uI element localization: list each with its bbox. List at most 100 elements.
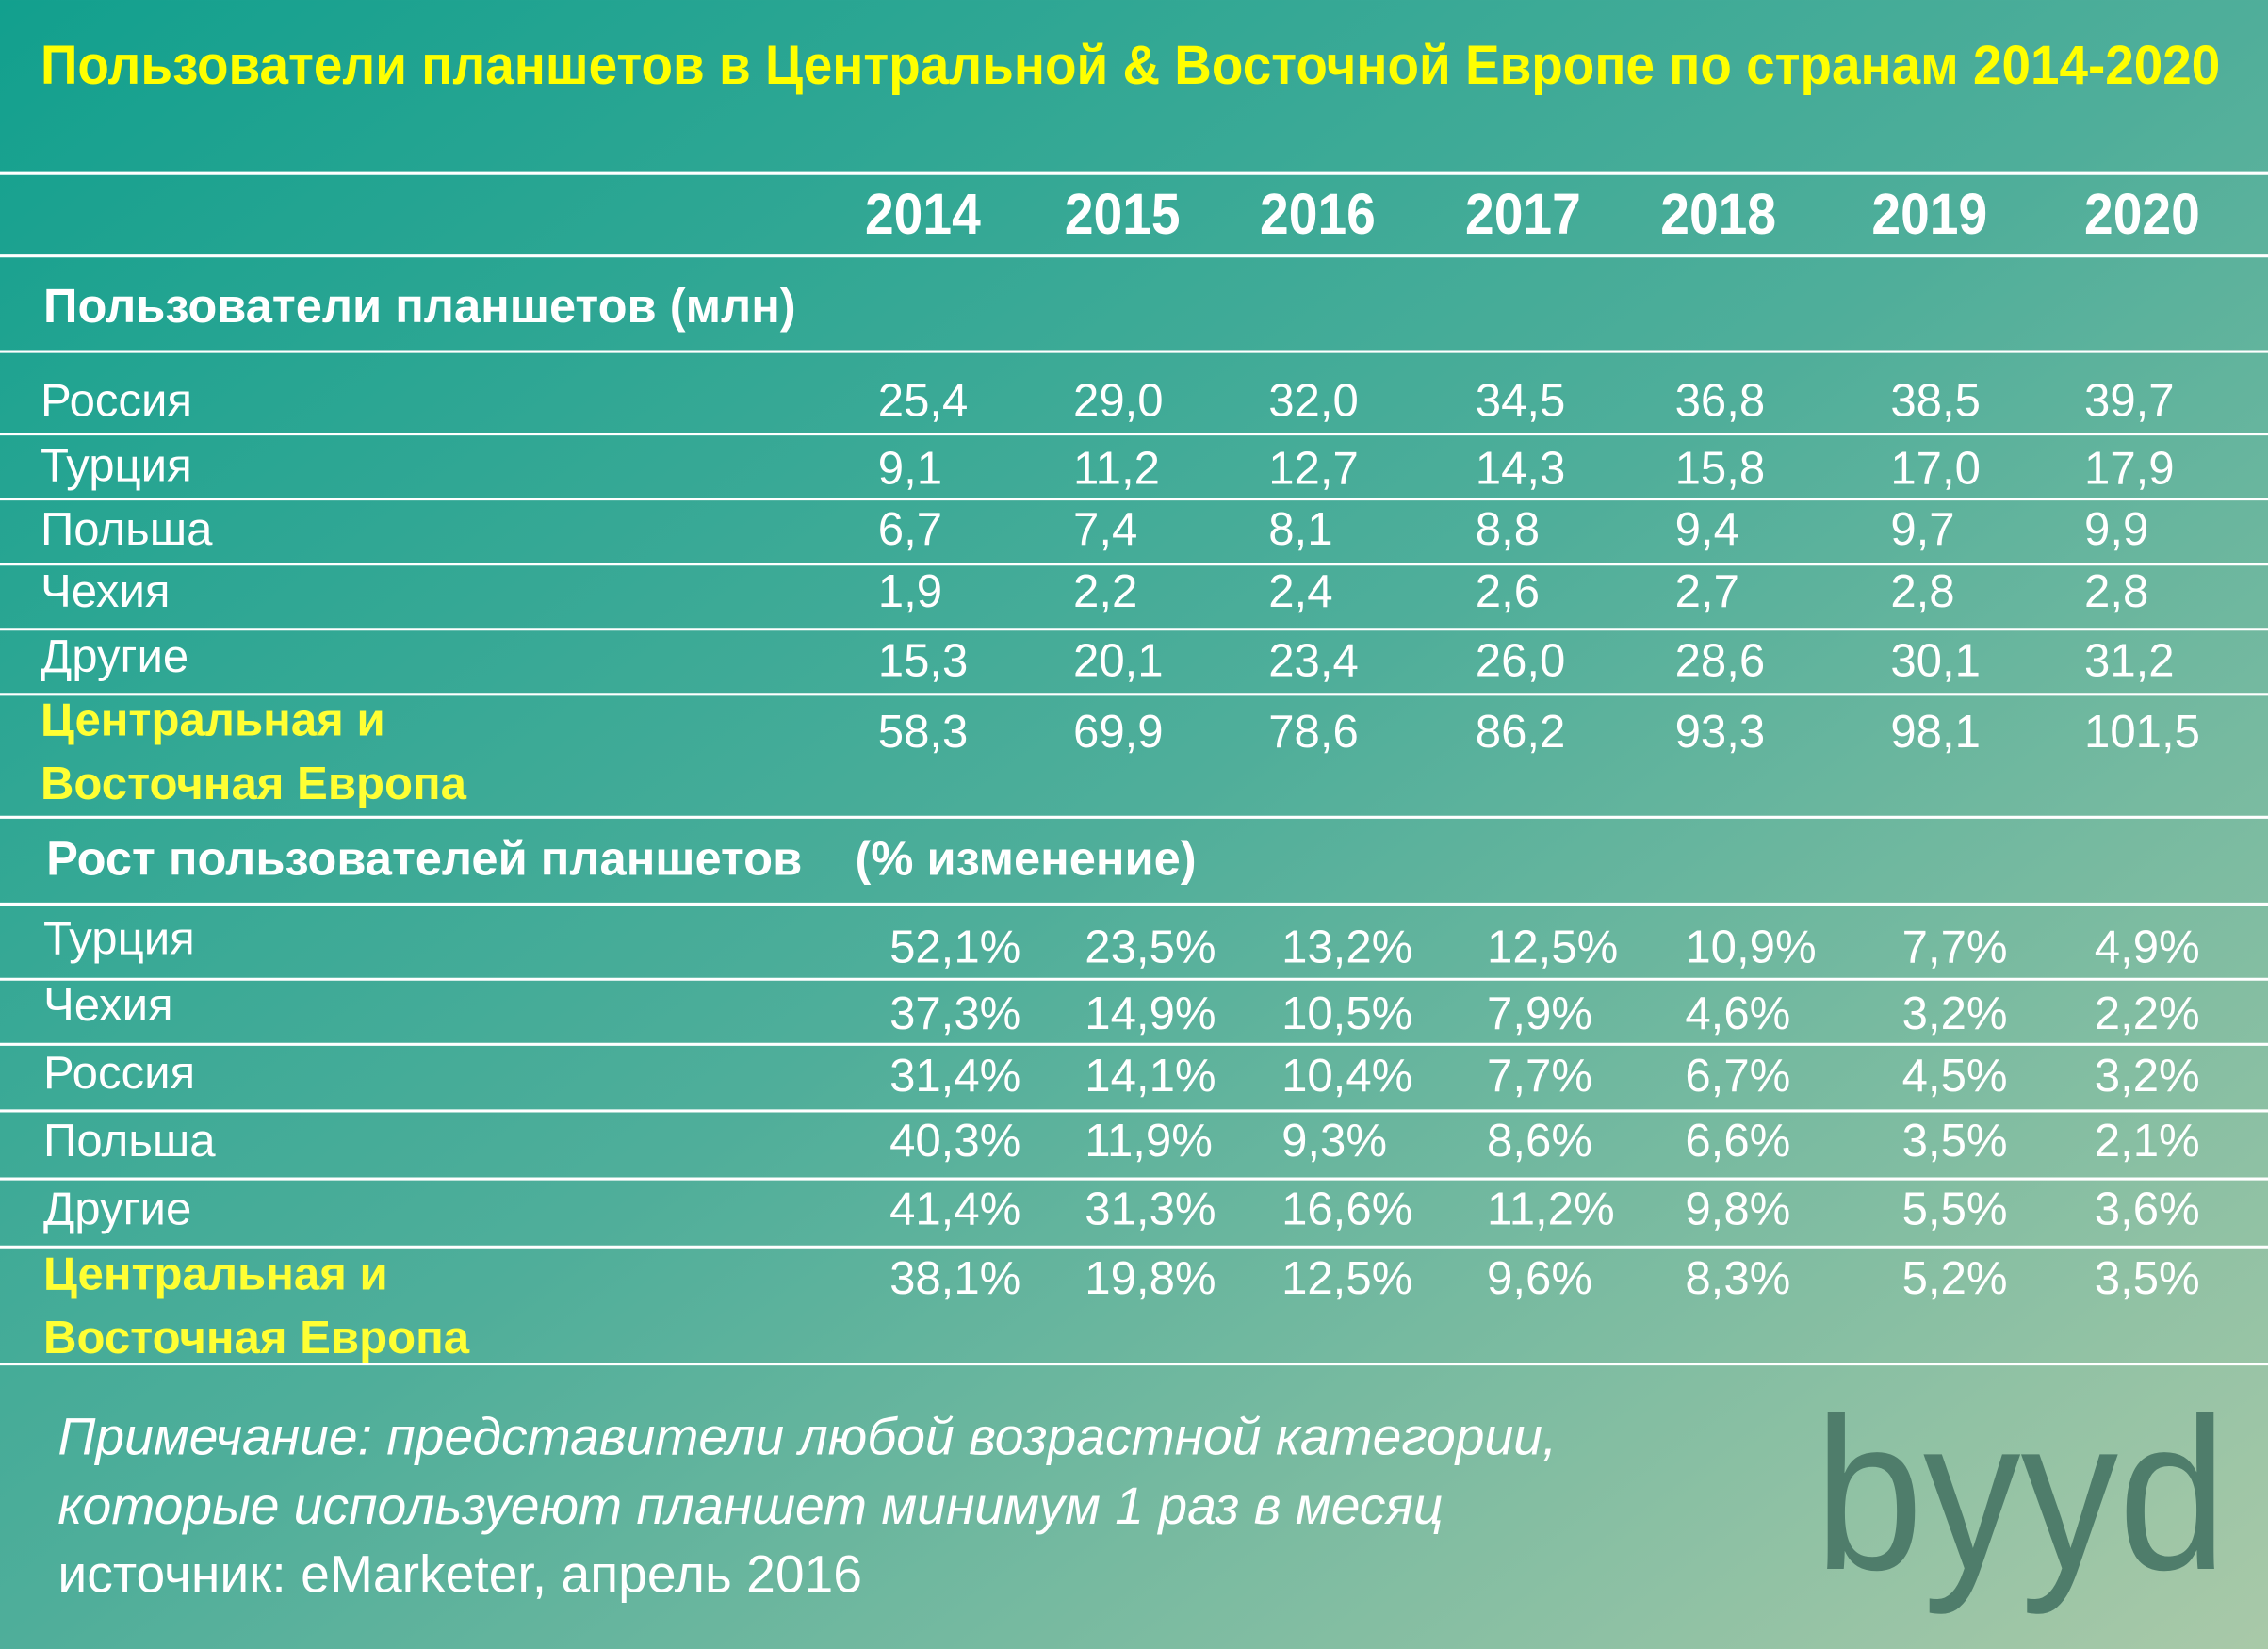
title: Пользователи планшетов в Центральной & В… (41, 35, 2220, 96)
cell-value: 32,0 (1268, 375, 1359, 426)
cell-value: 9,7 (1890, 504, 1954, 555)
cell-value: 11,2 (1073, 443, 1160, 494)
cell-value: 15,8 (1675, 443, 1766, 494)
cell-value: 7,7% (1902, 922, 2008, 973)
cell-value: 7,4 (1073, 504, 1137, 555)
cell-value: 2,1% (2095, 1116, 2200, 1167)
logo: byyd (1815, 1373, 2227, 1615)
year-header: 2017 (1465, 182, 1581, 247)
cell-value: 2,6 (1476, 566, 1540, 617)
note-line: которые используеют планшет минимум 1 ра… (57, 1477, 1443, 1535)
cell-value: 37,3% (889, 988, 1020, 1039)
cell-value: 23,4 (1268, 636, 1359, 687)
cell-value: 9,6% (1487, 1253, 1592, 1304)
cell-value: 7,9% (1487, 988, 1592, 1039)
cell-value: 9,9 (2084, 504, 2148, 555)
cell-value: 23,5% (1085, 922, 1216, 973)
row-label-line: Центральная и (43, 1249, 388, 1299)
row-label: Польша (41, 504, 213, 555)
row-label-line: Восточная Европа (43, 1313, 470, 1363)
cell-value: 39,7 (2084, 375, 2175, 426)
cell-value: 17,0 (1890, 443, 1981, 494)
row-label: Чехия (43, 980, 173, 1031)
row-label-line: Восточная Европа (41, 759, 467, 809)
cell-value: 8,1 (1268, 504, 1332, 555)
cell-value: 41,4% (889, 1184, 1020, 1234)
cell-value: 12,5% (1487, 922, 1618, 973)
row-label: Центральная и Восточная Европа (43, 1249, 470, 1363)
cell-value: 5,5% (1902, 1184, 2008, 1234)
cell-value: 5,2% (1902, 1253, 2008, 1304)
cell-value: 98,1 (1890, 707, 1981, 758)
cell-value: 17,9 (2084, 443, 2175, 494)
cell-value: 12,5% (1281, 1253, 1412, 1304)
cell-value: 9,3% (1281, 1116, 1387, 1167)
cell-value: 11,9% (1085, 1116, 1213, 1167)
year-header: 2015 (1065, 182, 1181, 247)
cell-value: 38,1% (889, 1253, 1020, 1304)
cell-value: 14,9% (1085, 988, 1216, 1039)
cell-value: 19,8% (1085, 1253, 1216, 1304)
cell-value: 6,7% (1685, 1051, 1790, 1102)
cell-value: 26,0 (1476, 636, 1566, 687)
section-heading: Пользователи планшетов (млн) (43, 279, 796, 333)
cell-value: 28,6 (1675, 636, 1766, 687)
row-label: Польша (43, 1116, 216, 1167)
note-line: Примечание: представители любой возрастн… (57, 1408, 1557, 1466)
cell-value: 8,6% (1487, 1116, 1592, 1167)
cell-value: 2,4 (1268, 566, 1332, 617)
cell-value: 10,9% (1685, 922, 1816, 973)
cell-value: 3,5% (2095, 1253, 2200, 1304)
cell-value: 14,1% (1085, 1051, 1216, 1102)
cell-value: 86,2 (1476, 707, 1566, 758)
row-label: Турция (43, 913, 195, 964)
cell-value: 25,4 (878, 375, 969, 426)
cell-value: 101,5 (2084, 707, 2200, 758)
cell-value: 20,1 (1073, 636, 1164, 687)
cell-value: 14,3 (1476, 443, 1566, 494)
source: источник: eMarketer, апрель 2016 (57, 1544, 862, 1603)
cell-value: 13,2% (1281, 922, 1412, 973)
cell-value: 4,6% (1685, 988, 1790, 1039)
cell-value: 2,8 (1890, 566, 1954, 617)
cell-value: 6,7 (878, 504, 942, 555)
row-label: Другие (43, 1184, 191, 1234)
cell-value: 9,4 (1675, 504, 1739, 555)
cell-value: 6,6% (1685, 1116, 1790, 1167)
row-label: Турция (41, 440, 192, 491)
cell-value: 40,3% (889, 1116, 1020, 1167)
cell-value: 58,3 (878, 707, 969, 758)
cell-value: 1,9 (878, 566, 942, 617)
cell-value: 2,2% (2095, 988, 2200, 1039)
cell-value: 7,7% (1487, 1051, 1592, 1102)
cell-value: 31,2 (2084, 636, 2175, 687)
cell-value: 31,4% (889, 1051, 1020, 1102)
row-label: Россия (41, 375, 192, 426)
row-label: Россия (43, 1048, 195, 1099)
cell-value: 9,8% (1685, 1184, 1790, 1234)
cell-value: 16,6% (1281, 1184, 1412, 1234)
cell-value: 2,2 (1073, 566, 1137, 617)
row-label: Другие (41, 631, 188, 682)
cell-value: 4,9% (2095, 922, 2200, 973)
cell-value: 3,6% (2095, 1184, 2200, 1234)
cell-value: 2,7 (1675, 566, 1739, 617)
cell-value: 2,8 (2084, 566, 2148, 617)
cell-value: 4,5% (1902, 1051, 2008, 1102)
cell-value: 15,3 (878, 636, 969, 687)
cell-value: 29,0 (1073, 375, 1164, 426)
cell-value: 36,8 (1675, 375, 1766, 426)
cell-value: 31,3% (1085, 1184, 1216, 1234)
cell-value: 3,2% (1902, 988, 2008, 1039)
year-header: 2018 (1660, 182, 1776, 247)
cell-value: 78,6 (1268, 707, 1359, 758)
cell-value: 12,7 (1268, 443, 1359, 494)
cell-value: 69,9 (1073, 707, 1164, 758)
cell-value: 30,1 (1890, 636, 1981, 687)
cell-value: 8,8 (1476, 504, 1540, 555)
cell-value: 34,5 (1476, 375, 1566, 426)
cell-value: 3,5% (1902, 1116, 2008, 1167)
year-header: 2019 (1871, 182, 1987, 247)
